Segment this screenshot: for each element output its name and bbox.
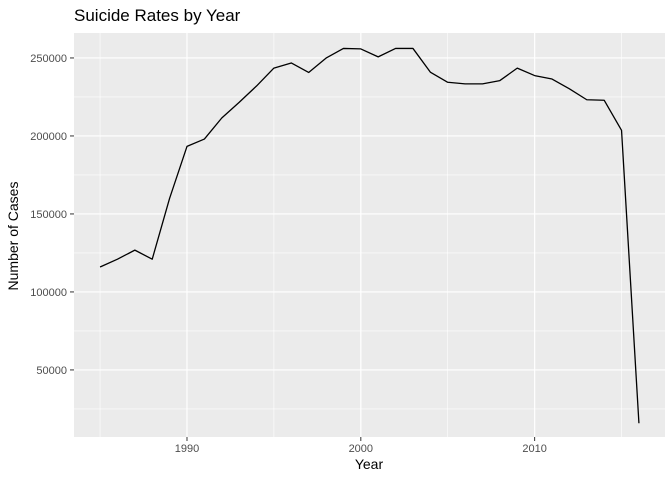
major-gridlines: [74, 33, 665, 437]
chart-title: Suicide Rates by Year: [74, 6, 241, 25]
x-tick-label: 2000: [349, 443, 373, 455]
y-tick-label: 50000: [36, 365, 67, 377]
y-axis-title: Number of Cases: [5, 182, 21, 291]
y-tick-label: 150000: [30, 209, 67, 221]
series-line: [99, 47, 640, 424]
y-tick-label: 250000: [30, 53, 67, 65]
x-axis: 1990 2000 2010: [175, 437, 547, 455]
series-layer: [99, 47, 640, 424]
x-axis-title: Year: [355, 456, 384, 472]
y-axis: 50000 100000 150000 200000 250000: [30, 53, 74, 377]
x-tick-label: 2010: [522, 443, 546, 455]
minor-gridlines: [74, 33, 665, 437]
y-tick-label: 200000: [30, 131, 67, 143]
x-tick-label: 1990: [175, 443, 199, 455]
y-tick-label: 100000: [30, 287, 67, 299]
